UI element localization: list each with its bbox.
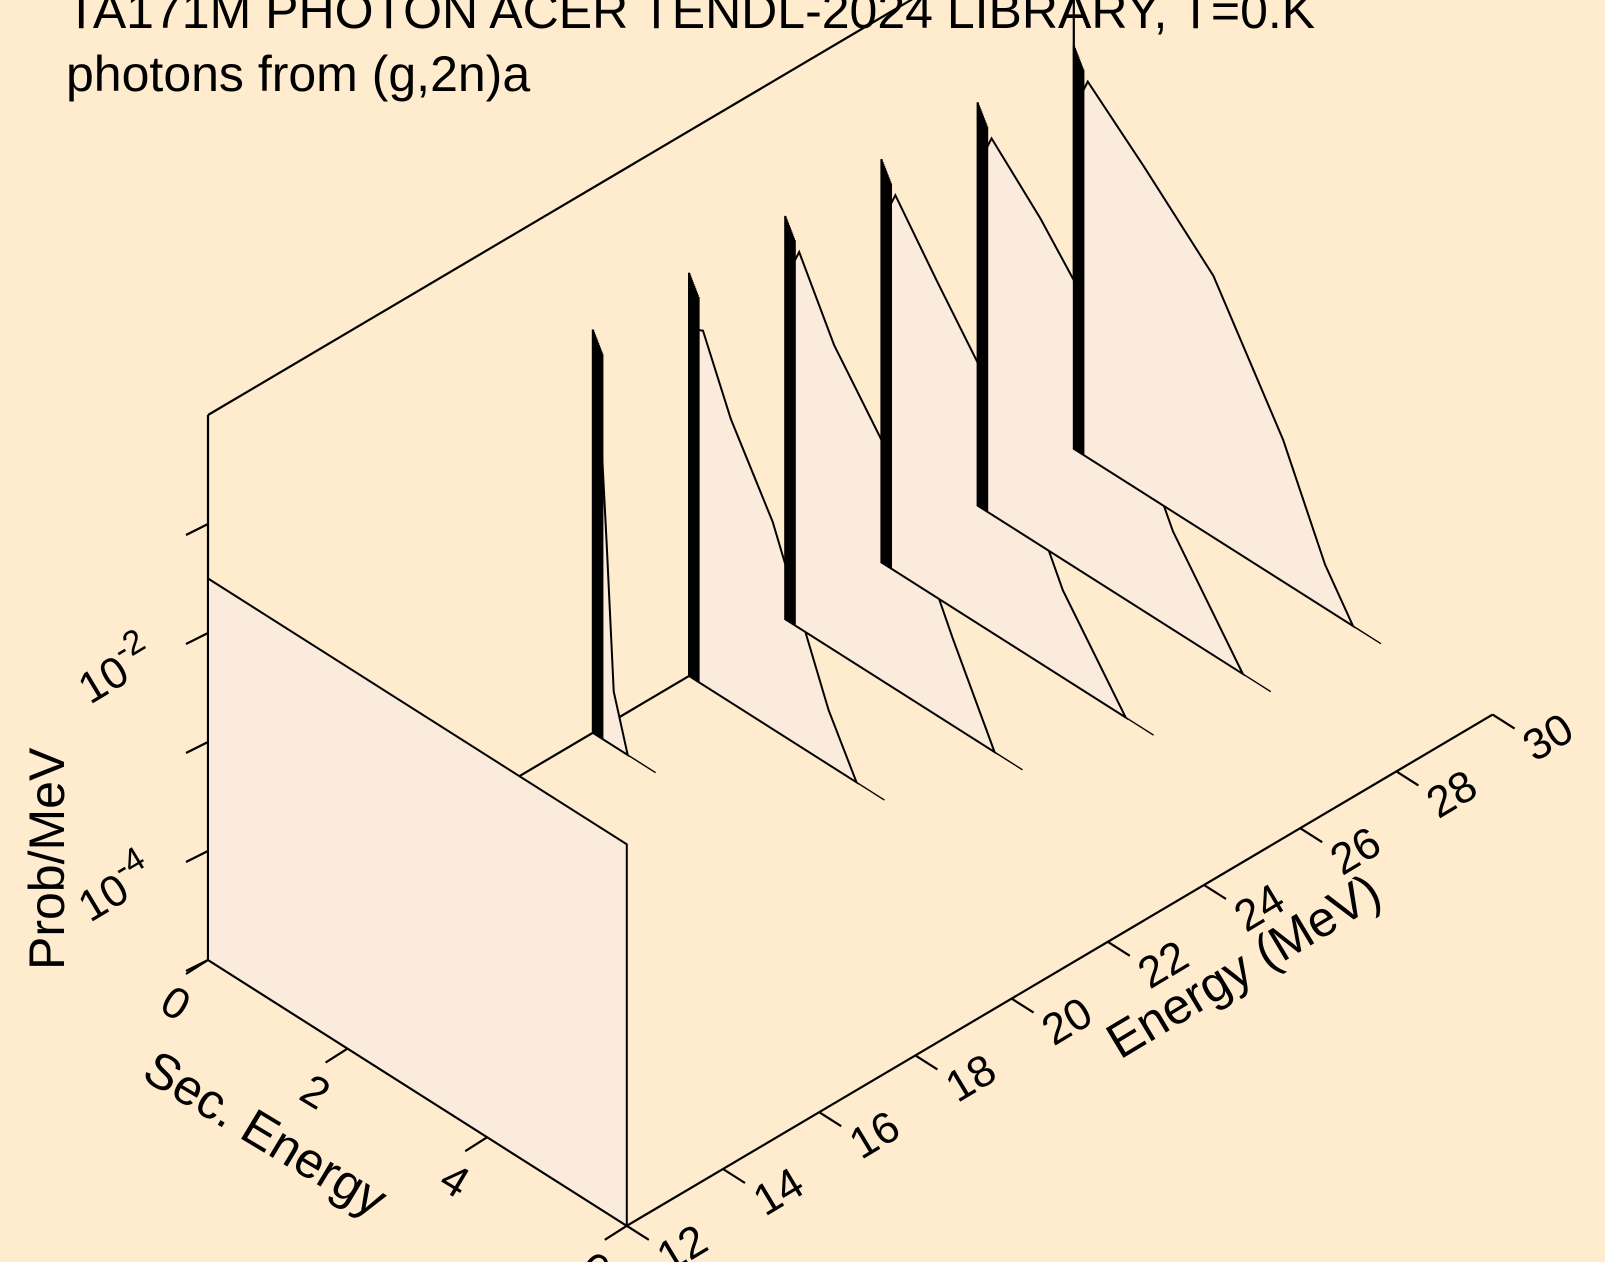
x-tick-label-6: 6 xyxy=(571,1242,617,1262)
spectrum-series-12 xyxy=(207,576,628,1228)
spectrum-baseline-22 xyxy=(856,781,885,801)
spectrum-baseline-24 xyxy=(994,751,1023,771)
y-tick-18 xyxy=(914,1054,938,1071)
z-tick--2 xyxy=(185,632,209,645)
back-wall-top-edge xyxy=(207,0,914,416)
x-tick-label-4: 4 xyxy=(432,1153,478,1208)
x-axis-title: Sec. Energy xyxy=(134,1039,396,1227)
x-tick-6 xyxy=(604,1224,628,1241)
spectrum-baseline-20 xyxy=(627,754,656,774)
y-tick-14 xyxy=(722,1168,746,1184)
z-tick--3 xyxy=(185,741,209,754)
chart-subtitle: photons from (g,2n)a xyxy=(66,46,530,102)
y-tick-20 xyxy=(1011,997,1035,1014)
y-tick-24 xyxy=(1203,884,1227,900)
y-tick-12 xyxy=(626,1224,650,1241)
y-tick-22 xyxy=(1107,940,1131,957)
y-axis-line xyxy=(626,713,1494,1227)
x-tick-4 xyxy=(464,1136,488,1153)
y-tick-label-16: 16 xyxy=(841,1102,908,1169)
spectrum-baseline-26 xyxy=(1125,716,1154,736)
z-tick-label--4: 10-4 xyxy=(64,839,163,931)
z-tick--5 xyxy=(185,959,209,972)
x-tick-label-2: 2 xyxy=(292,1065,338,1120)
y-tick-16 xyxy=(818,1111,842,1128)
y-tick-26 xyxy=(1299,827,1323,844)
spectrum-baseline-30 xyxy=(1352,625,1382,645)
z-tick--4 xyxy=(185,850,209,863)
x-tick-label-0: 0 xyxy=(152,976,198,1031)
y-tick-label-12: 12 xyxy=(649,1215,716,1262)
y-tick-30 xyxy=(1492,713,1516,730)
x-tick-2 xyxy=(325,1047,349,1064)
y-tick-28 xyxy=(1395,770,1419,787)
y-tick-label-18: 18 xyxy=(937,1045,1004,1112)
spectra-series xyxy=(207,45,1382,1228)
y-tick-label-28: 28 xyxy=(1418,761,1485,828)
chart-title: TA171M PHOTON ACER TENDL-2024 LIBRARY, T… xyxy=(66,0,1315,39)
spectrum-baseline-28 xyxy=(1242,673,1272,693)
z-axis-title: Prob/MeV xyxy=(19,747,75,970)
y-tick-label-20: 20 xyxy=(1034,988,1101,1055)
y-tick-label-30: 30 xyxy=(1515,704,1582,771)
y-tick-label-14: 14 xyxy=(745,1158,812,1225)
z-tick-label--2: 10-2 xyxy=(64,621,163,713)
z-tick--1 xyxy=(185,523,209,536)
